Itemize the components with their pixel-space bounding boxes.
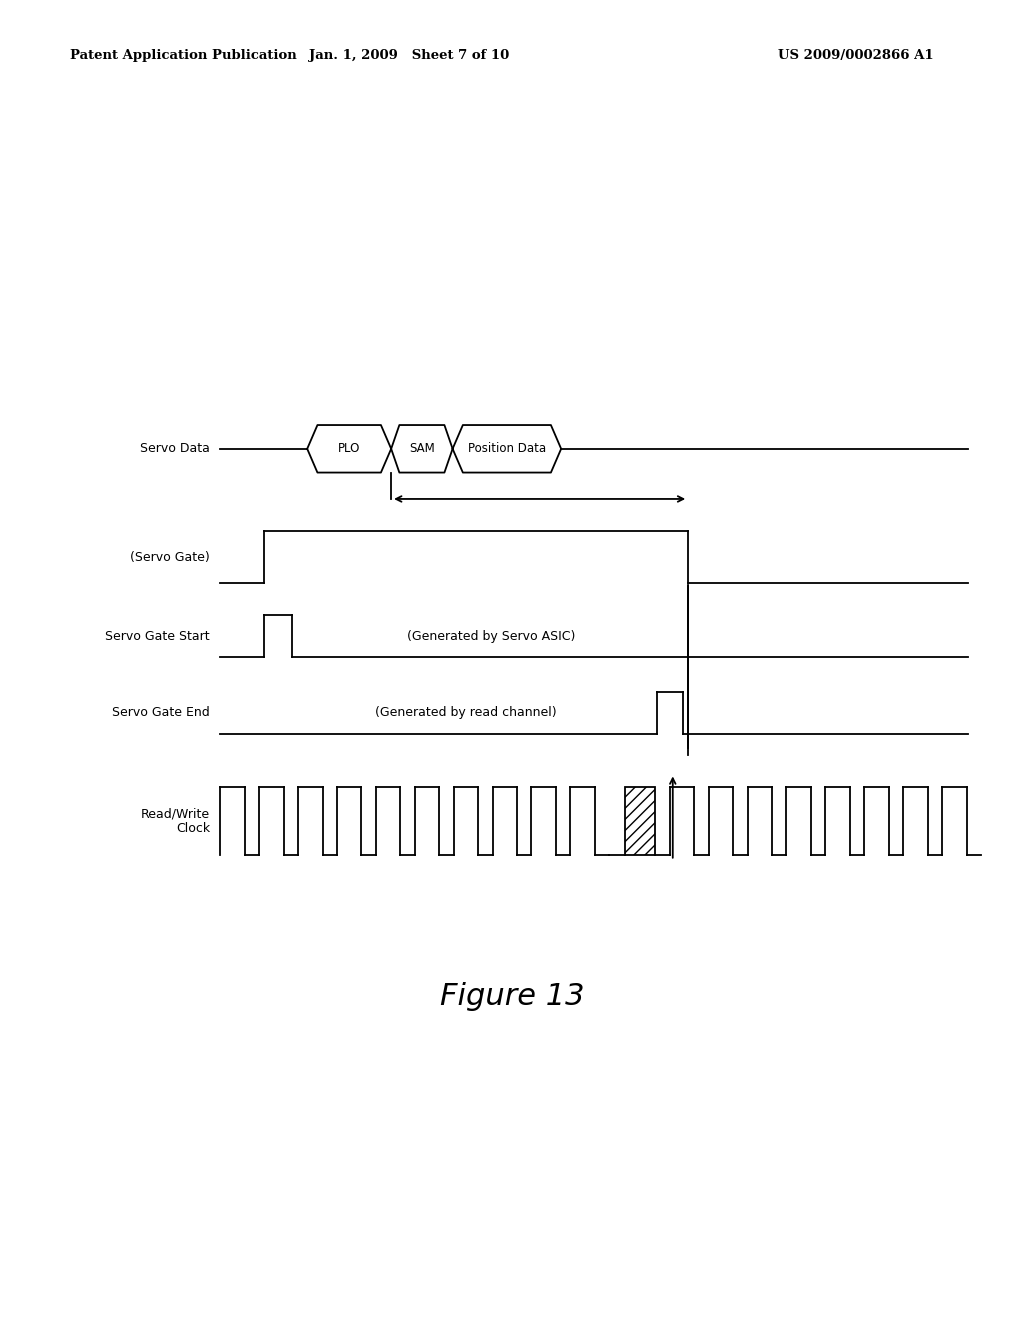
Bar — [625, 787, 655, 855]
Text: Jan. 1, 2009   Sheet 7 of 10: Jan. 1, 2009 Sheet 7 of 10 — [309, 49, 510, 62]
Text: SAM: SAM — [409, 442, 435, 455]
Text: Servo Gate End: Servo Gate End — [113, 706, 210, 719]
Text: Patent Application Publication: Patent Application Publication — [70, 49, 296, 62]
Text: (Servo Gate): (Servo Gate) — [130, 550, 210, 564]
Text: Servo Gate Start: Servo Gate Start — [105, 630, 210, 643]
Text: Read/Write
Clock: Read/Write Clock — [140, 807, 210, 836]
Text: Figure 13: Figure 13 — [439, 982, 585, 1011]
Text: Position Data: Position Data — [468, 442, 546, 455]
Text: (Generated by read channel): (Generated by read channel) — [375, 706, 557, 719]
Text: Servo Data: Servo Data — [140, 442, 210, 455]
Text: US 2009/0002866 A1: US 2009/0002866 A1 — [778, 49, 934, 62]
Text: (Generated by Servo ASIC): (Generated by Servo ASIC) — [408, 630, 575, 643]
Text: PLO: PLO — [338, 442, 360, 455]
